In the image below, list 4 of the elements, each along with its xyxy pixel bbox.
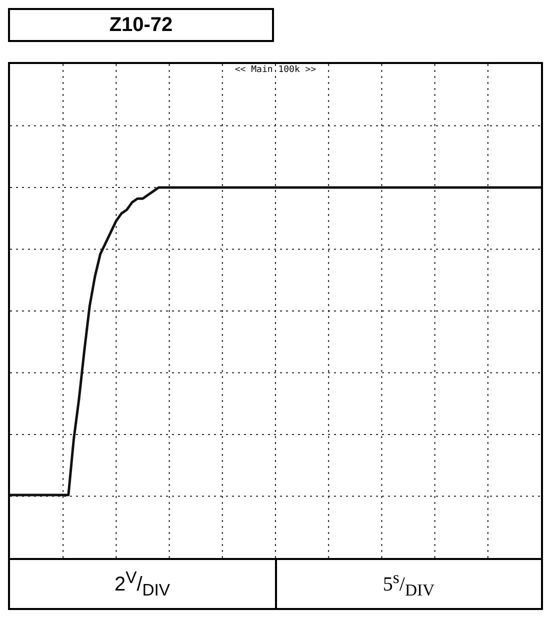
chart-title: Z10-72 bbox=[8, 8, 274, 42]
text: << Main 100k >> bbox=[234, 65, 318, 75]
text: 5$^{s}$/$_{DIV}$ bbox=[382, 568, 435, 600]
text: 2$^{V}$/$_{DIV}$ bbox=[114, 568, 170, 600]
